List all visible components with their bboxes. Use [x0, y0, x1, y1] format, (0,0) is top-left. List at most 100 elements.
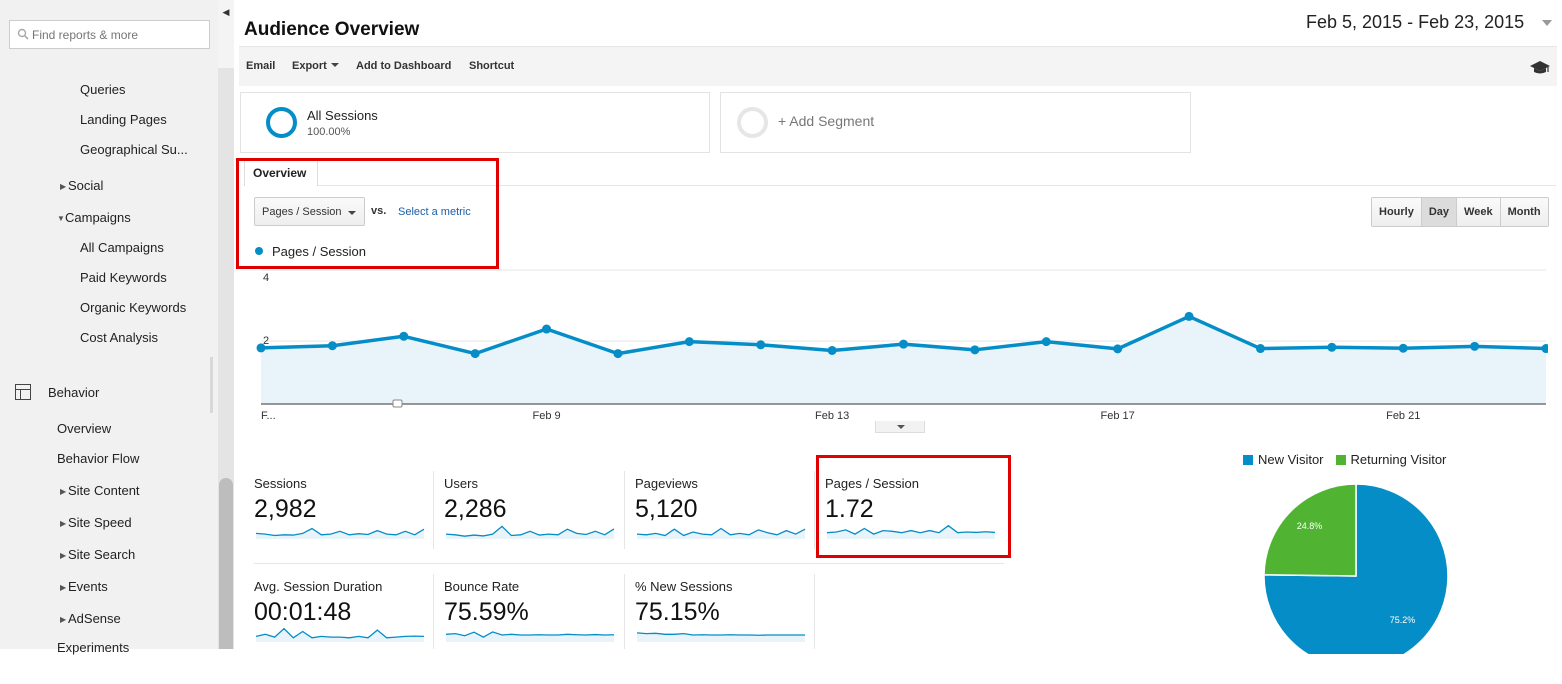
expand-chart-handle[interactable] [875, 421, 925, 433]
sidebar-scrollbar-thumb[interactable] [219, 478, 233, 649]
email-button[interactable]: Email [246, 60, 276, 72]
data-point[interactable] [1327, 342, 1337, 352]
sidebar-item-site-content[interactable]: ▶ Site Content [60, 483, 140, 498]
sidebar-item-campaigns[interactable]: ▼Campaigns [57, 210, 131, 225]
sidebar-item-adsense[interactable]: ▶ AdSense [60, 611, 121, 626]
data-point[interactable] [1184, 311, 1194, 321]
expand-right-icon: ▶ [60, 519, 67, 528]
sparkline-area [446, 526, 614, 539]
tile-divider [624, 471, 625, 549]
sidebar-item-geographical-summary[interactable]: Geographical Su... [80, 142, 188, 157]
select-metric-link[interactable]: Select a metric [398, 206, 471, 218]
data-point[interactable] [1398, 343, 1408, 353]
data-point[interactable] [1113, 344, 1123, 354]
search-box[interactable] [9, 20, 210, 49]
data-point[interactable] [399, 331, 409, 341]
sparkline [445, 525, 615, 539]
metric-tile[interactable]: Pageviews 5,120 [635, 471, 815, 581]
data-point[interactable] [1541, 344, 1549, 354]
sidebar-item-behavior-flow[interactable]: Behavior Flow [57, 451, 140, 466]
collapse-sidebar-icon[interactable]: ◀ [222, 7, 230, 17]
metric-value: 2,286 [444, 495, 507, 523]
data-point[interactable] [899, 339, 908, 349]
metric-tile[interactable]: Bounce Rate 75.59% [444, 574, 624, 684]
expand-right-icon: ▶ [60, 182, 67, 191]
data-point[interactable] [1041, 337, 1051, 347]
sidebar-item-landing-pages[interactable]: Landing Pages [80, 112, 167, 127]
pie-legend-item[interactable]: Returning Visitor [1335, 452, 1446, 467]
sparkline-area [446, 631, 614, 642]
time-button-week[interactable]: Week [1457, 198, 1501, 226]
data-point[interactable] [613, 349, 623, 359]
add-to-dashboard-button[interactable]: Add to Dashboard [356, 60, 452, 72]
data-point[interactable] [827, 345, 837, 355]
series-area [261, 316, 1546, 404]
sparkline-line [636, 527, 806, 537]
sparkline-line [636, 632, 805, 636]
pie-slice[interactable] [1263, 484, 1449, 654]
metric-tile[interactable]: % New Sessions 75.15% [635, 574, 815, 684]
time-granularity-buttons: Hourly Day Week Month [1371, 197, 1549, 227]
add-segment-button[interactable]: + Add Segment [720, 92, 1191, 153]
sidebar-item-organic-keywords[interactable]: Organic Keywords [80, 300, 187, 315]
time-button-day[interactable]: Day [1421, 198, 1458, 226]
sidebar-item-all-campaigns[interactable]: All Campaigns [80, 240, 164, 255]
add-segment-label: + Add Segment [778, 113, 875, 129]
visitor-type-pie-chart: 75.2% 24.8% [1263, 484, 1449, 654]
data-point[interactable] [970, 345, 980, 355]
sparkline-area [256, 528, 424, 539]
pie-slice[interactable] [1263, 484, 1357, 577]
tab-overview[interactable]: Overview [244, 160, 318, 186]
legend-swatch-icon [1243, 455, 1253, 465]
sidebar-item-queries[interactable]: Queries [80, 82, 126, 97]
metric-tile[interactable]: Pages / Session 1.72 [825, 471, 1005, 581]
data-point[interactable] [756, 340, 766, 350]
annotation-icon[interactable] [392, 399, 403, 408]
metric-select[interactable]: Pages / Session [254, 197, 365, 226]
metric-tile[interactable]: Sessions 2,982 [254, 471, 434, 581]
sidebar-inner-scrollbar[interactable] [210, 357, 213, 413]
metric-label: Users [444, 476, 478, 491]
sidebar-item-label: Social [68, 178, 104, 193]
data-point[interactable] [256, 343, 266, 353]
export-label: Export [292, 60, 327, 72]
shortcut-button[interactable]: Shortcut [469, 60, 515, 72]
sidebar-item-site-speed[interactable]: ▶ Site Speed [60, 515, 132, 530]
sidebar-item-cost-analysis[interactable]: Cost Analysis [80, 330, 159, 345]
metric-tile[interactable]: Avg. Session Duration 00:01:48 [254, 574, 434, 684]
time-button-month[interactable]: Month [1507, 206, 1541, 218]
pie-legend-item[interactable]: New Visitor [1243, 452, 1324, 467]
data-point[interactable] [470, 349, 480, 359]
data-point[interactable] [684, 337, 694, 347]
sidebar-item-paid-keywords[interactable]: Paid Keywords [80, 270, 167, 285]
sidebar-item-label: Site Content [68, 483, 140, 498]
date-range-picker[interactable]: Feb 5, 2015 - Feb 23, 2015 [1306, 12, 1525, 32]
expand-right-icon: ▶ [60, 615, 67, 624]
tab-divider [318, 185, 1556, 186]
metric-label: Bounce Rate [444, 579, 520, 594]
data-point[interactable] [327, 341, 337, 351]
data-point[interactable] [542, 324, 552, 334]
metric-value: 1.72 [825, 495, 874, 523]
sidebar-item-social[interactable]: ▶ Social [60, 178, 103, 193]
sidebar-item-site-search[interactable]: ▶ Site Search [60, 547, 135, 562]
time-button-hourly[interactable]: Hourly [1372, 198, 1422, 226]
sidebar-item-behavior-overview[interactable]: Overview [57, 421, 112, 436]
sidebar-item-events[interactable]: ▶ Events [60, 579, 108, 594]
sparkline-area [637, 528, 805, 539]
sparkline [636, 527, 806, 539]
export-button[interactable]: Export [292, 60, 339, 72]
search-input[interactable] [32, 25, 207, 45]
sidebar-item-behavior[interactable]: Behavior [48, 385, 100, 400]
expand-right-icon: ▶ [60, 487, 67, 496]
segment-all-sessions[interactable]: All Sessions 100.00% [240, 92, 710, 153]
sidebar-item-experiments[interactable]: Experiments [57, 640, 130, 655]
graduation-cap-icon[interactable] [1529, 59, 1551, 75]
data-point[interactable] [1255, 344, 1265, 354]
data-point[interactable] [1470, 341, 1480, 351]
metric-tile[interactable]: Users 2,286 [444, 471, 624, 581]
chevron-down-icon[interactable] [1542, 20, 1552, 26]
y-tick-label: 4 [263, 272, 269, 284]
tile-divider [433, 471, 434, 549]
report-toolbar: Email Export Add to Dashboard Shortcut [239, 46, 1557, 86]
